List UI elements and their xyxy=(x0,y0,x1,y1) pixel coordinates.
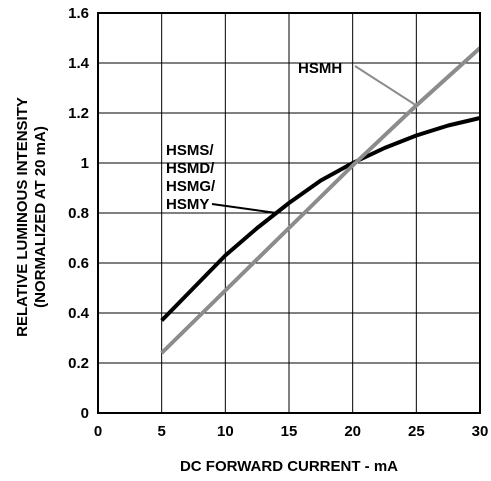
x-tick-label-4: 20 xyxy=(344,423,361,440)
x-tick-label-3: 15 xyxy=(281,423,298,440)
grid xyxy=(97,12,481,414)
annotation-hsms: HSMS/HSMD/HSMG/HSMY xyxy=(166,142,277,214)
x-tick-label-2: 10 xyxy=(217,423,234,440)
y-tick-label-8: 1.6 xyxy=(68,5,89,22)
x-axis-title: DC FORWARD CURRENT - mA xyxy=(180,458,398,475)
y-tick-label-5: 1 xyxy=(81,155,89,172)
x-tick-label-6: 30 xyxy=(472,423,489,440)
y-tick-label-2: 0.4 xyxy=(68,305,90,322)
annotation-label-hsms-3: HSMY xyxy=(166,196,209,213)
y-axis-title: RELATIVE LUMINOUS INTENSITY (NORMALIZED … xyxy=(14,97,49,337)
y-tick-label-0: 0 xyxy=(81,405,89,422)
annotation-leader-hsms xyxy=(211,203,277,214)
annotations: HSMS/HSMD/HSMG/HSMY HSMH xyxy=(166,60,417,214)
y-tick-label-4: 0.8 xyxy=(68,205,89,222)
annotation-label-hsms-1: HSMD/ xyxy=(166,160,215,177)
x-tick-labels: 0 5 10 15 20 25 30 xyxy=(94,423,489,440)
annotation-label-hsms-2: HSMG/ xyxy=(166,178,216,195)
y-tick-labels: 0 0.2 0.4 0.6 0.8 1 1.2 1.4 1.6 xyxy=(68,5,90,422)
x-tick-label-0: 0 xyxy=(94,423,102,440)
plot-frame xyxy=(97,12,481,414)
annotation-leader-hsmh xyxy=(354,65,417,107)
annotation-hsmh: HSMH xyxy=(298,60,417,107)
x-tick-label-1: 5 xyxy=(157,423,165,440)
annotation-label-hsmh-0: HSMH xyxy=(298,60,342,77)
annotation-label-hsms-0: HSMS/ xyxy=(166,142,214,159)
y-tick-label-1: 0.2 xyxy=(68,355,89,372)
series-line-hsms xyxy=(160,116,481,322)
series-layer xyxy=(160,46,482,355)
series-line-hsmh xyxy=(160,46,482,355)
x-tick-label-5: 25 xyxy=(408,423,425,440)
y-tick-label-7: 1.4 xyxy=(68,55,90,72)
y-axis-title-line-1: RELATIVE LUMINOUS INTENSITY xyxy=(14,97,31,337)
y-axis-title-line-2: (NORMALIZED AT 20 mA) xyxy=(32,126,49,308)
y-tick-label-3: 0.6 xyxy=(68,255,89,272)
y-tick-label-6: 1.2 xyxy=(68,105,89,122)
